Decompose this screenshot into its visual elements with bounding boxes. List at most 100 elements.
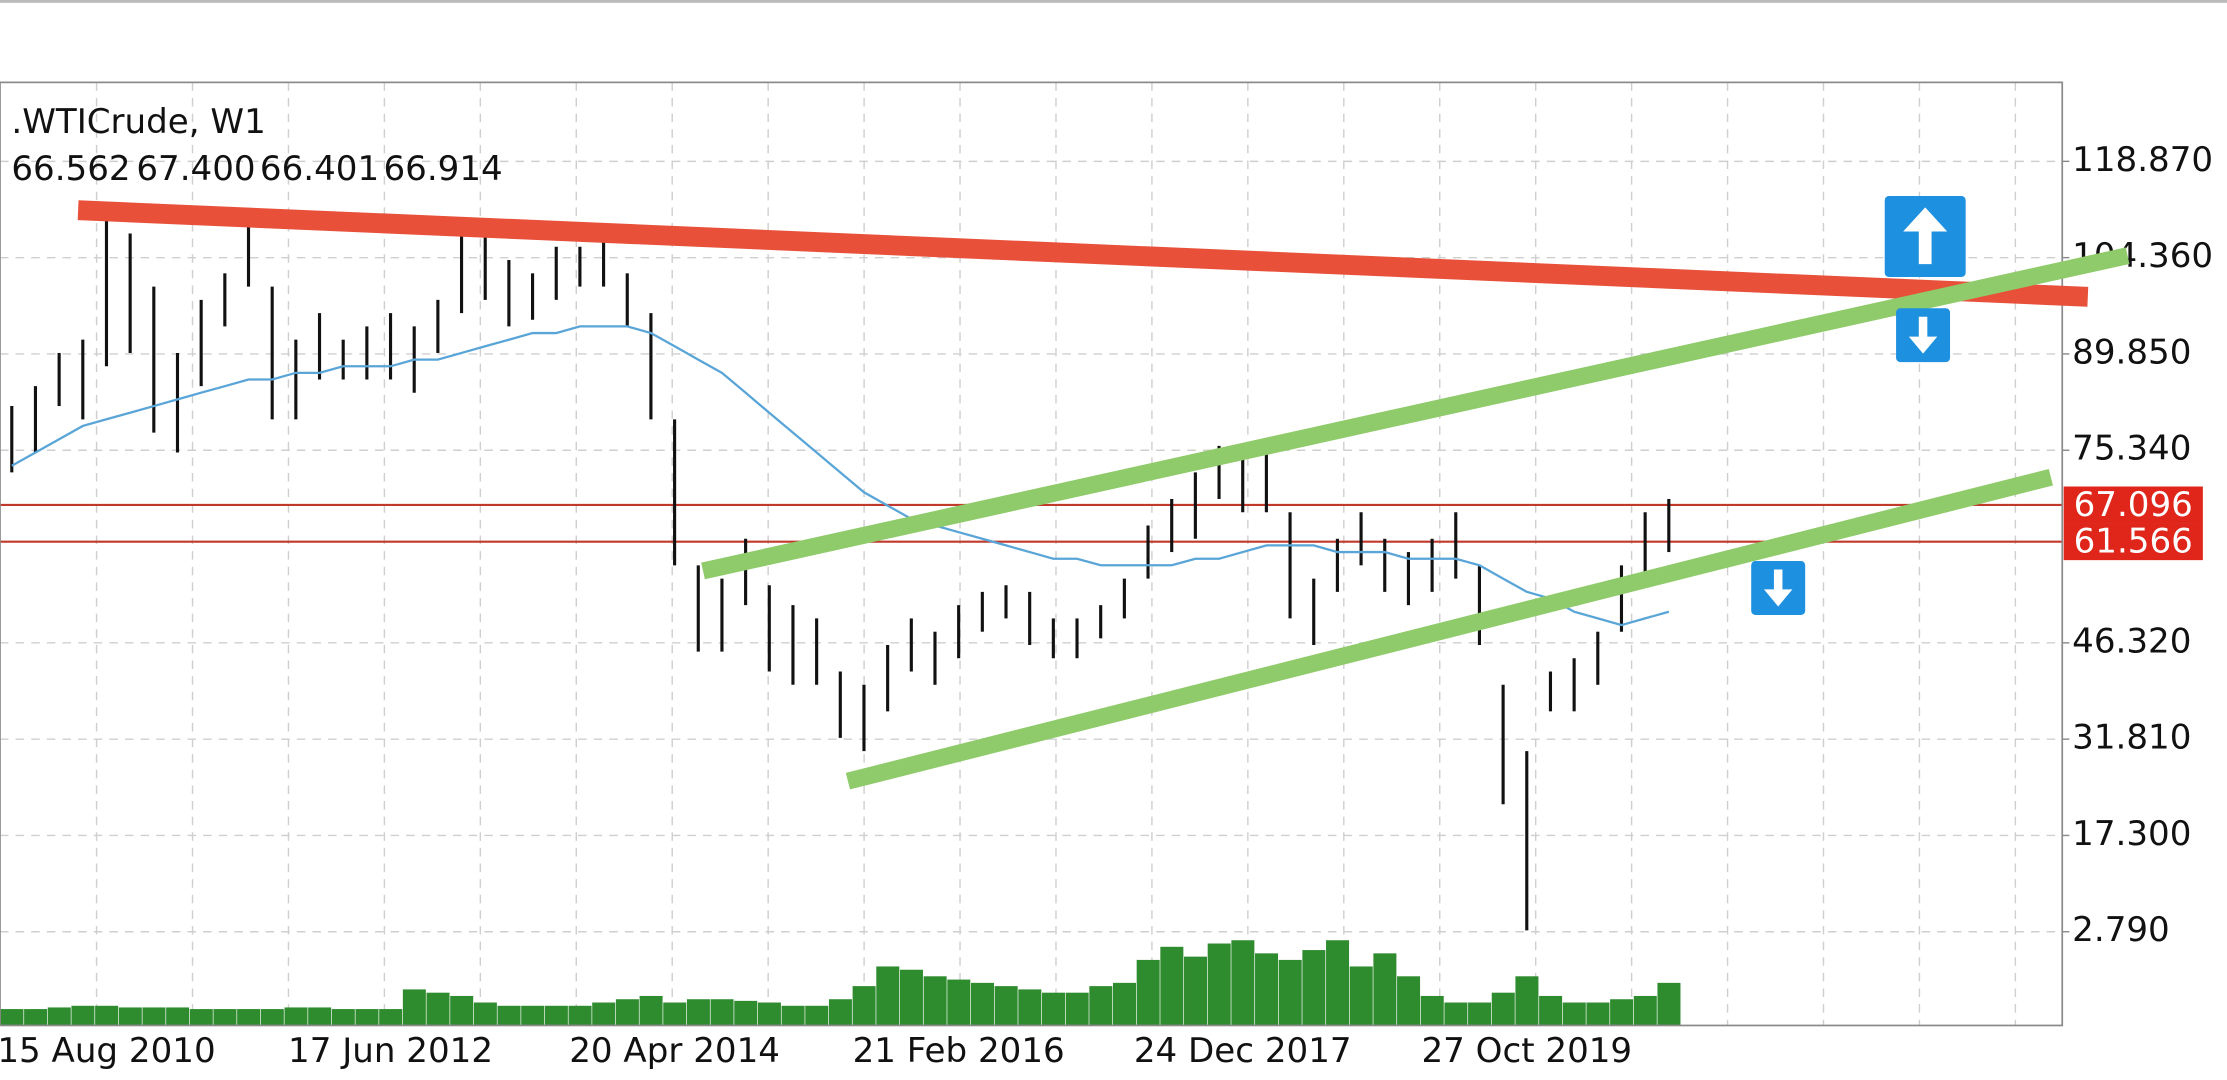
arrow-down-icon[interactable] <box>1751 561 1806 615</box>
volume-bar <box>142 1007 166 1026</box>
trend-lines <box>77 200 2130 790</box>
volume-bar <box>1231 940 1255 1026</box>
y-tick-label: 89.850 <box>2072 332 2191 372</box>
volume-bar <box>1255 953 1279 1026</box>
volume-bar <box>710 999 734 1026</box>
arrow-down-icon[interactable] <box>1896 308 1951 363</box>
arrow-up-icon[interactable] <box>1884 196 1966 277</box>
volume-bar <box>284 1007 308 1026</box>
trend-line[interactable] <box>701 247 2130 580</box>
volume-bar <box>1160 946 1184 1026</box>
volume-bar <box>497 1005 521 1026</box>
volume-bar <box>686 999 710 1026</box>
volume-bar <box>213 1009 237 1026</box>
volume-bar <box>876 966 900 1026</box>
volume-bar <box>1444 1002 1468 1026</box>
ohlc-low: 66.401 <box>260 149 379 189</box>
volume-bar <box>1136 959 1160 1026</box>
volume-bar <box>355 1009 379 1026</box>
price-label: 67.096 <box>2074 485 2193 525</box>
volume-bar <box>994 986 1018 1026</box>
x-tick-label: 21 Feb 2016 <box>853 1031 1065 1071</box>
y-tick-label: 75.340 <box>2072 429 2191 469</box>
volume-bar <box>118 1007 142 1026</box>
volume-bar <box>379 1009 403 1026</box>
volume-bar <box>899 969 923 1026</box>
volume-bar <box>1657 982 1681 1026</box>
trend-line[interactable] <box>77 200 2089 307</box>
volume-bar <box>1278 959 1302 1026</box>
ohlc-high: 67.400 <box>136 149 255 189</box>
volume-bar <box>450 995 474 1026</box>
volume-bar <box>663 1002 687 1026</box>
price-label-box <box>2063 523 2203 561</box>
volume-bar <box>1113 982 1137 1026</box>
volume-bar <box>1610 999 1634 1026</box>
volume-bar <box>308 1007 332 1026</box>
volume-bar <box>1349 966 1373 1026</box>
volume-bar <box>1397 976 1421 1026</box>
volume-bar <box>828 999 852 1026</box>
volume-bar <box>1562 1002 1586 1026</box>
volume-bar <box>852 986 876 1026</box>
volume-bar <box>1373 953 1397 1026</box>
volume-bar <box>568 1005 592 1026</box>
volume-bar <box>521 1005 545 1026</box>
volume-bar <box>1633 995 1657 1026</box>
price-label: 61.566 <box>2074 522 2193 562</box>
volume-bar <box>189 1009 213 1026</box>
volume-bar <box>544 1005 568 1026</box>
volume-bar <box>237 1009 261 1026</box>
volume-bar <box>1041 992 1065 1026</box>
trend-line[interactable] <box>845 468 2053 790</box>
price-label-box <box>2063 486 2203 524</box>
plot-frame <box>0 81 2064 1027</box>
volume-bar <box>1184 956 1208 1026</box>
symbol: .WTICrude, W1 <box>11 102 265 142</box>
x-tick-label: 27 Oct 2019 <box>1421 1031 1632 1071</box>
volume-bar <box>1491 992 1515 1026</box>
volume-bar <box>639 995 663 1026</box>
volume-bar <box>923 976 947 1026</box>
volume-bar <box>95 1005 119 1026</box>
volume-bar <box>166 1007 190 1026</box>
y-tick-label: 31.810 <box>2072 718 2191 758</box>
volume-bar <box>473 1002 497 1026</box>
volume-bar <box>592 1002 616 1026</box>
x-tick-label: 17 Jun 2012 <box>288 1031 493 1071</box>
volume-bar <box>1089 986 1113 1026</box>
volume-bar <box>71 1005 95 1026</box>
ohlc-open: 66.562 <box>11 149 130 189</box>
volume-bar <box>331 1009 355 1026</box>
volume-bar <box>426 992 450 1026</box>
y-tick-label: 118.870 <box>2072 140 2213 180</box>
volume-bar <box>1018 989 1042 1026</box>
volume-bar <box>734 1000 758 1026</box>
volume-bar <box>1586 1002 1610 1026</box>
x-tick-label: 15 Aug 2010 <box>0 1031 216 1071</box>
x-tick-label: 24 Dec 2017 <box>1134 1031 1352 1071</box>
volume-bar <box>1207 943 1231 1026</box>
volume-bar <box>757 1002 781 1026</box>
volume-bar <box>781 1005 805 1026</box>
volume-bar <box>805 1005 829 1026</box>
volume-bar <box>1539 995 1563 1026</box>
plot <box>0 206 2063 1026</box>
y-tick-label: 2.790 <box>2072 910 2170 950</box>
volume-bar <box>0 1009 24 1026</box>
ohlc-close: 66.914 <box>383 149 502 189</box>
volume-bar <box>1420 995 1444 1026</box>
volume-bar <box>1302 950 1326 1026</box>
x-tick-label: 20 Apr 2014 <box>569 1031 780 1071</box>
moving-average <box>11 325 1670 627</box>
volume-bar <box>1515 976 1539 1026</box>
volume-bar <box>947 979 971 1026</box>
volume-bar <box>402 989 426 1026</box>
y-tick-label: 46.320 <box>2072 621 2191 661</box>
volume-bar <box>1468 1002 1492 1026</box>
volume-bar <box>1065 992 1089 1026</box>
volume-bar <box>970 982 994 1026</box>
y-tick-label: 17.300 <box>2072 814 2191 854</box>
